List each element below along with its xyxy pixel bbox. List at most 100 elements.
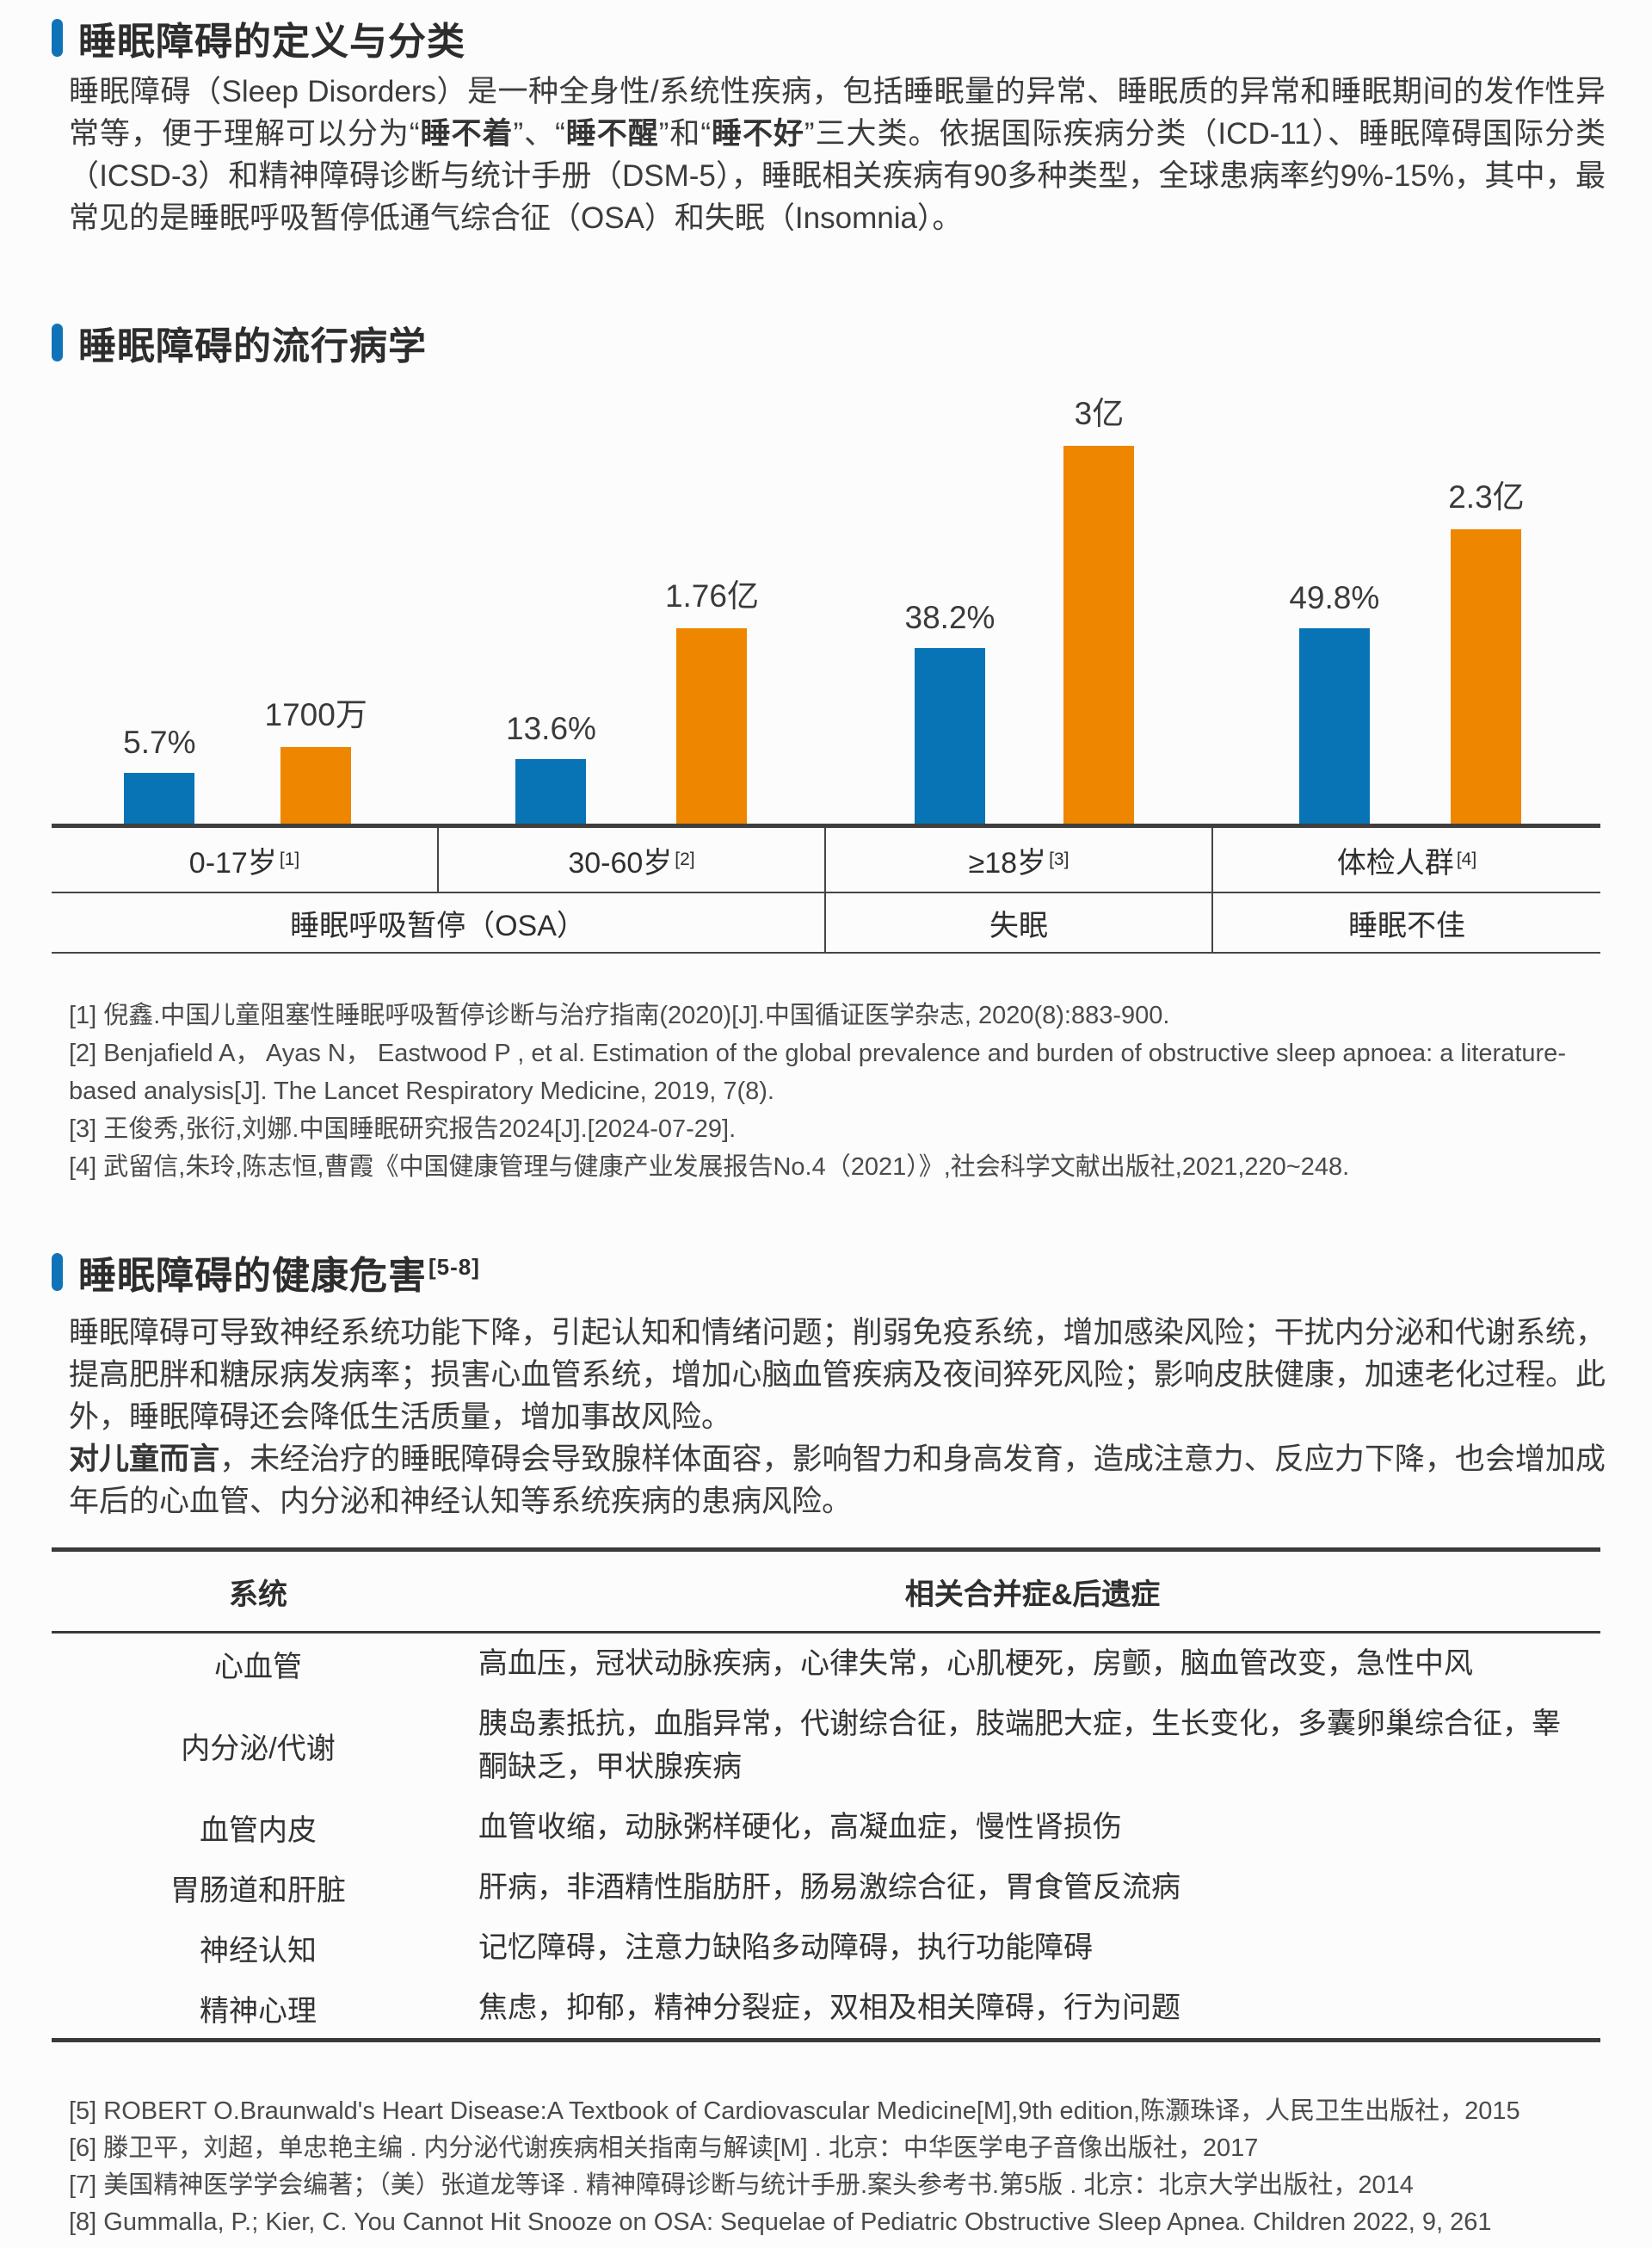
reference-item: [5] ROBERT O.Braunwald's Heart Disease:A…	[69, 2097, 1520, 2125]
heading-accent-bar	[52, 324, 63, 361]
harm-paragraph-children: 对儿童而言，未经治疗的睡眠障碍会导致腺样体面容，影响智力和身高发育，造成注意力、…	[69, 1438, 1606, 1522]
disorder-label: 睡眠呼吸暂停（OSA）	[290, 909, 586, 942]
category-label: 体检人群	[1336, 846, 1454, 880]
chart-plot-area: 5.7% 1700万 13.6% 1.76亿	[52, 379, 1600, 828]
bar-group: 2.3亿	[1448, 471, 1525, 824]
prevalence-bar-chart: 5.7% 1700万 13.6% 1.76亿	[52, 379, 1600, 955]
category-cell: 体检人群 [4]	[1213, 828, 1600, 892]
table-row: 神经认知 记忆障碍，注意力缺陷多动障碍，执行功能障碍	[52, 1918, 1600, 1978]
bar-value-label: 1.76亿	[664, 578, 759, 614]
text-segment: ，未经治疗的睡眠障碍会导致腺样体面容，影响智力和身高发育，造成注意力、反应力下降…	[69, 1442, 1606, 1518]
section-title: 睡眠障碍的健康危害[5-8]	[78, 1244, 480, 1300]
category-label: 30-60岁	[568, 846, 673, 880]
chart-group-checkup: 49.8% 2.3亿	[1213, 379, 1600, 824]
conditions-cell: 记忆障碍，注意力缺陷多动障碍，执行功能障碍	[478, 1931, 1093, 1964]
section-title: 睡眠障碍的流行病学	[78, 325, 427, 367]
disorder-label: 睡眠不佳	[1348, 909, 1465, 942]
text-segment: 睡眠障碍可导致神经系统功能下降，引起认知和情绪问题；削弱免疫系统，增加感染风险；…	[69, 1316, 1606, 1434]
disorder-label: 失眠	[989, 909, 1048, 942]
table-row: 血管内皮 血管收缩，动脉粥样硬化，高凝血症，慢性肾损伤	[52, 1797, 1600, 1857]
heading-accent-bar	[52, 1253, 63, 1291]
section-heading-definition: 睡眠障碍的定义与分类	[52, 10, 465, 65]
bar-group: 13.6%	[506, 711, 596, 824]
percentage-bar	[124, 773, 195, 824]
bar-group: 1.76亿	[665, 570, 759, 824]
text-segment: ”、“	[513, 117, 565, 151]
bar-value-label: 1700万	[264, 697, 367, 732]
table-header-row: 系统 相关合并症&后遗症	[52, 1552, 1600, 1634]
system-cell: 内分泌/代谢	[181, 1732, 336, 1765]
text-segment: 睡眠障碍（Sleep Disorders）是一种全身性/系统性疾病，包括睡眠量的…	[69, 75, 1606, 151]
population-bar	[280, 747, 352, 824]
chart-category-row: 0-17岁 [1] 30-60岁 [2] ≥18岁 [3] 体检人群 [4]	[52, 828, 1600, 893]
population-bar	[1451, 529, 1522, 824]
section-title: 睡眠障碍的定义与分类	[78, 21, 465, 63]
harm-paragraph-general: 睡眠障碍可导致神经系统功能下降，引起认知和情绪问题；削弱免疫系统，增加感染风险；…	[69, 1312, 1606, 1438]
conditions-cell: 肝病，非酒精性脂肪肝，肠易激综合征，胃食管反流病	[478, 1871, 1180, 1904]
table-row: 胃肠道和肝脏 肝病，非酒精性脂肪肝，肠易激综合征，胃食管反流病	[52, 1857, 1600, 1918]
chart-group-30-60: 13.6% 1.76亿	[439, 379, 826, 824]
table-row: 心血管 高血压，冠状动脉疾病，心律失常，心肌梗死，房颤，脑血管改变，急性中风	[52, 1634, 1600, 1694]
health-harm-paragraphs: 睡眠障碍可导致神经系统功能下降，引起认知和情绪问题；削弱免疫系统，增加感染风险；…	[69, 1312, 1606, 1522]
category-cell: 30-60岁 [2]	[439, 828, 826, 892]
percentage-bar	[914, 648, 985, 824]
percentage-bar	[1298, 628, 1370, 824]
bar-value-label: 3亿	[1074, 396, 1125, 431]
reference-item: [6] 滕卫平，刘超，单忠艳主编 . 内分泌代谢疾病相关指南与解读[M] . 北…	[69, 2134, 1259, 2162]
section-heading-health-harm: 睡眠障碍的健康危害[5-8]	[52, 1244, 480, 1300]
table-row: 精神心理 焦虑，抑郁，精神分裂症，双相及相关障碍，行为问题	[52, 1978, 1600, 2038]
bold-text-segment: 睡不着	[419, 117, 514, 151]
disorder-cell-poor-sleep: 睡眠不佳	[1213, 893, 1600, 952]
category-cell: 0-17岁 [1]	[52, 828, 439, 892]
system-cell: 精神心理	[200, 1994, 317, 2028]
conditions-cell: 焦虑，抑郁，精神分裂症，双相及相关障碍，行为问题	[478, 1992, 1180, 2024]
heading-accent-bar	[52, 19, 63, 57]
conditions-cell: 胰岛素抵抗，血脂异常，代谢综合征，肢端肥大症，生长变化，多囊卵巢综合征，睾酮缺乏…	[478, 1708, 1561, 1783]
chart-group-18plus: 38.2% 3亿	[826, 379, 1213, 824]
bar-value-label: 13.6%	[506, 711, 596, 746]
system-cell: 血管内皮	[200, 1813, 317, 1847]
bar-value-label: 2.3亿	[1448, 479, 1525, 515]
bold-text-segment: 对儿童而言	[69, 1442, 220, 1476]
bar-group: 49.8%	[1289, 580, 1379, 824]
bar-value-label: 5.7%	[123, 725, 196, 760]
definition-paragraph: 睡眠障碍（Sleep Disorders）是一种全身性/系统性疾病，包括睡眠量的…	[69, 71, 1606, 239]
reference-item: [4] 武留信,朱玲,陈志恒,曹霞《中国健康管理与健康产业发展报告No.4（20…	[69, 1153, 1350, 1181]
bar-group: 5.7%	[123, 725, 196, 824]
bold-text-segment: 睡不好	[710, 117, 804, 151]
text-segment: ”三大类。依据国际疾病分类（ICD-11）、睡眠障碍国际分类（ICSD-3）和精…	[69, 117, 1606, 235]
category-cell: ≥18岁 [3]	[826, 828, 1213, 892]
reference-item: [2] Benjafield A， Ayas N， Eastwood P , e…	[69, 1040, 1566, 1105]
disorder-cell-osa: 睡眠呼吸暂停（OSA）	[52, 893, 826, 952]
reference-item: [7] 美国精神医学学会编著；（美）张道龙等译 . 精神障碍诊断与统计手册.案头…	[69, 2171, 1414, 2199]
category-label: ≥18岁	[968, 846, 1047, 880]
bar-group: 38.2%	[904, 600, 996, 824]
population-bar	[676, 628, 748, 824]
chart-disorder-row: 睡眠呼吸暂停（OSA） 失眠 睡眠不佳	[52, 893, 1600, 954]
section-heading-epidemiology: 睡眠障碍的流行病学	[52, 315, 427, 370]
text-segment: ”和“	[658, 117, 711, 151]
bar-value-label: 49.8%	[1289, 580, 1380, 615]
reference-item: [3] 王俊秀,张衍,刘娜.中国睡眠研究报告2024[J].[2024-07-2…	[69, 1115, 737, 1143]
section-title-sup: [5-8]	[428, 1254, 480, 1281]
category-label: 0-17岁	[188, 846, 277, 880]
table-header-system: 系统	[229, 1578, 287, 1611]
reference-item: [1] 倪鑫.中国儿童阻塞性睡眠呼吸暂停诊断与治疗指南(2020)[J].中国循…	[69, 1002, 1170, 1029]
population-bar	[1063, 446, 1135, 824]
comorbidity-table: 系统 相关合并症&后遗症 心血管 高血压，冠状动脉疾病，心律失常，心肌梗死，房颤…	[52, 1547, 1600, 2042]
table-header-conditions: 相关合并症&后遗症	[904, 1578, 1161, 1611]
system-cell: 神经认知	[200, 1934, 317, 1967]
references-1-4: [1] 倪鑫.中国儿童阻塞性睡眠呼吸暂停诊断与治疗指南(2020)[J].中国循…	[69, 997, 1609, 1186]
references-5-8: [5] ROBERT O.Braunwald's Heart Disease:A…	[69, 2093, 1609, 2241]
chart-group-0-17: 5.7% 1700万	[52, 379, 439, 824]
percentage-bar	[515, 759, 587, 824]
disorder-cell-insomnia: 失眠	[826, 893, 1213, 952]
system-cell: 心血管	[214, 1650, 302, 1683]
section-title-text: 睡眠障碍的健康危害	[78, 1255, 427, 1297]
bar-value-label: 38.2%	[904, 600, 996, 635]
bar-group: 1700万	[265, 689, 367, 824]
table-row: 内分泌/代谢 胰岛素抵抗，血脂异常，代谢综合征，肢端肥大症，生长变化，多囊卵巢综…	[52, 1694, 1600, 1797]
conditions-cell: 血管收缩，动脉粥样硬化，高凝血症，慢性肾损伤	[478, 1811, 1122, 1843]
reference-item: [8] Gummalla, P.; Kier, C. You Cannot Hi…	[69, 2208, 1492, 2236]
